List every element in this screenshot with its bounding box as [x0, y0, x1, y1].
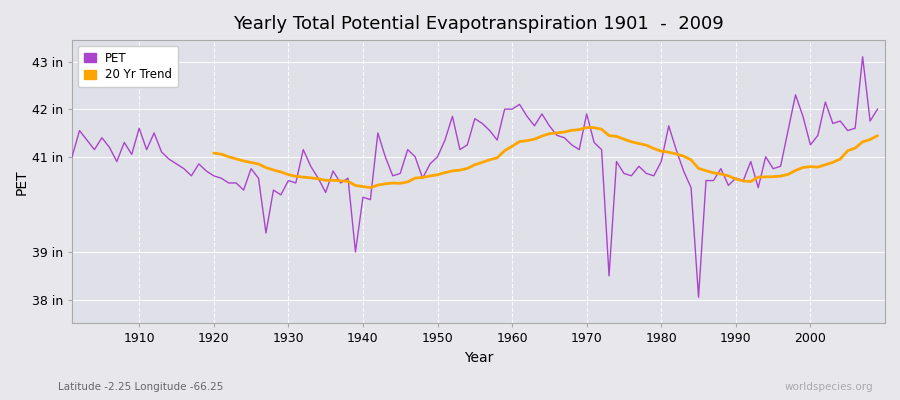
- Text: Latitude -2.25 Longitude -66.25: Latitude -2.25 Longitude -66.25: [58, 382, 224, 392]
- Legend: PET, 20 Yr Trend: PET, 20 Yr Trend: [78, 46, 178, 87]
- X-axis label: Year: Year: [464, 351, 493, 365]
- Text: worldspecies.org: worldspecies.org: [785, 382, 873, 392]
- Y-axis label: PET: PET: [15, 169, 29, 194]
- Title: Yearly Total Potential Evapotranspiration 1901  -  2009: Yearly Total Potential Evapotranspiratio…: [233, 15, 724, 33]
